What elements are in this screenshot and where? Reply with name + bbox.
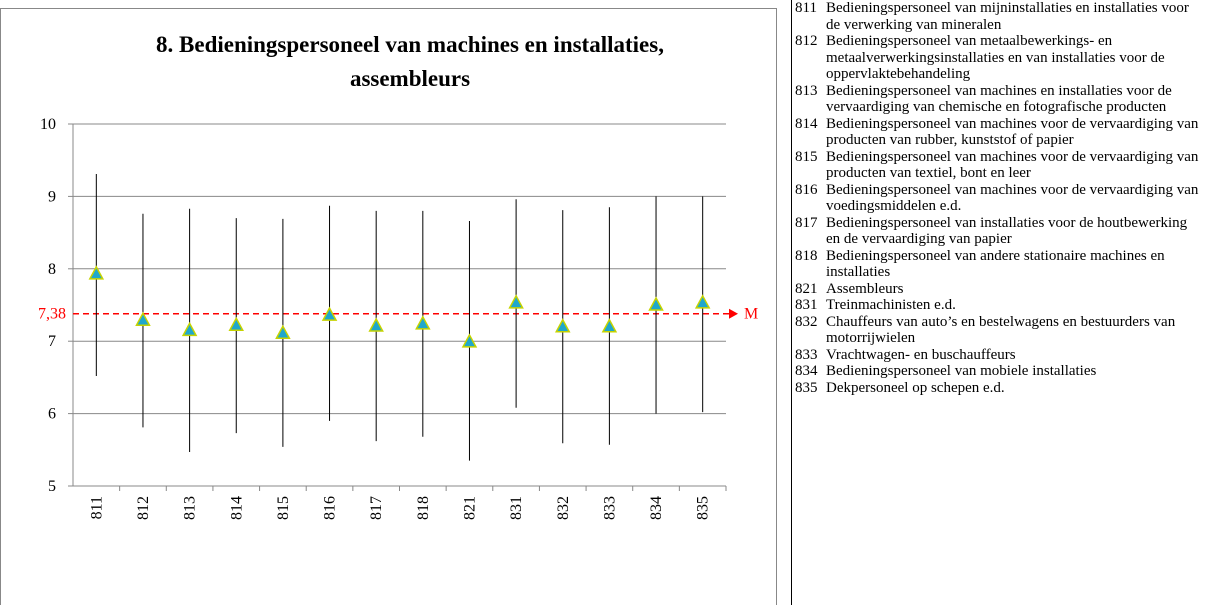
x-tick-label: 835 [695, 496, 712, 520]
legend-text: Bedieningspersoneel van metaalbewerkings… [826, 33, 1165, 82]
legend-text: Chauffeurs van auto’s en bestelwagens en… [826, 313, 1176, 347]
marker [648, 296, 664, 311]
reference-arrow [729, 308, 738, 319]
chart-frame [0, 8, 777, 605]
marker [135, 311, 151, 326]
legend-text: Bedieningspersoneel van machines voor de… [826, 181, 1199, 215]
chart-title: 8. Bedieningspersoneel van machines en i… [156, 32, 664, 91]
legend-row: 821 Assembleurs [792, 281, 1205, 298]
legend-code: 814 [795, 115, 818, 132]
legend-row: 833 Vrachtwagen- en buschauffeurs [792, 347, 1205, 364]
y-tick-label: 5 [48, 478, 56, 495]
marker [321, 306, 338, 321]
legend-text: Bedieningspersoneel van andere stationai… [826, 247, 1165, 281]
marker [88, 265, 105, 280]
legend-code: 811 [795, 0, 817, 16]
legend-row: 835 Dekpersoneel op schepen e.d. [792, 380, 1205, 397]
marker [601, 318, 618, 333]
x-tick-label: 817 [368, 496, 385, 520]
reference-name: M [744, 306, 758, 323]
legend-code: 835 [795, 379, 818, 396]
marker [461, 333, 478, 348]
legend-text: Assembleurs [826, 280, 904, 297]
legend-code: 832 [795, 313, 818, 330]
legend-text: Bedieningspersoneel van mijninstallaties… [826, 0, 1189, 33]
legend-row: 831 Treinmachinisten e.d. [792, 297, 1205, 314]
legend-text: Vrachtwagen- en buschauffeurs [826, 346, 1016, 363]
x-tick-label: 834 [648, 496, 665, 520]
legend-code: 834 [795, 363, 818, 379]
marker [368, 317, 384, 332]
legend-code: 817 [795, 214, 818, 231]
marker [694, 294, 711, 309]
legend-row: 812 Bedieningspersoneel van metaalbewerki… [792, 33, 1205, 83]
legend-text: Bedieningspersoneel van machines voor de… [826, 115, 1199, 149]
legend-code: 813 [795, 82, 818, 99]
x-tick-label: 815 [275, 496, 292, 520]
legend-row: 813 Bedieningspersoneel van machines en i… [792, 83, 1205, 116]
legend-row: 814 Bedieningspersoneel van machines voor… [792, 116, 1205, 149]
legend-text: Treinmachinisten e.d. [826, 297, 956, 313]
legend-text: Dekpersoneel op schepen e.d. [826, 379, 1005, 396]
marker [275, 324, 291, 339]
marker [181, 321, 198, 337]
legend-code: 816 [795, 181, 818, 198]
y-tick-label: 10 [40, 116, 56, 133]
legend-row: 811 Bedieningspersoneel van mijninstallat… [792, 0, 1205, 33]
marker [508, 294, 524, 309]
x-tick-label: 832 [555, 496, 572, 520]
x-tick-label: 821 [461, 496, 478, 520]
legend-row: 817 Bedieningspersoneel van installaties … [792, 215, 1205, 248]
y-tick-label: 9 [48, 188, 56, 205]
y-tick-label: 6 [48, 406, 56, 423]
chart: 5 6 7 8 9 10 811 812 813 814 815 816 817 818 821 831 832… [0, 8, 777, 605]
x-tick-label: 833 [601, 496, 618, 520]
reference-label: 7,38 [38, 306, 66, 323]
legend-code: 818 [795, 247, 818, 264]
y-tick-label: 7 [48, 333, 56, 350]
legend-row: 832 Chauffeurs van auto’s en bestelwagens… [792, 314, 1205, 347]
legend-code: 833 [795, 346, 818, 363]
y-tick-label: 8 [48, 261, 56, 278]
legend-text: Bedieningspersoneel van mobiele installa… [826, 363, 1097, 379]
legend-code: 821 [795, 280, 818, 297]
x-tick-label: 811 [88, 496, 105, 519]
marker [415, 315, 431, 330]
legend-row: 816 Bedieningspersoneel van machines voor… [792, 182, 1205, 215]
legend-row: 834 Bedieningspersoneel van mobiele insta… [792, 363, 1205, 380]
legend-code: 815 [795, 148, 818, 165]
marker [228, 316, 245, 332]
legend-table: 811 Bedieningspersoneel van mijninstallat… [791, 0, 1205, 605]
x-tick-label: 812 [135, 496, 152, 520]
legend-text: Bedieningspersoneel van machines voor de… [826, 148, 1199, 182]
legend-code: 812 [795, 33, 818, 49]
x-tick-label: 816 [322, 496, 339, 520]
legend-text: Bedieningspersoneel van machines en inst… [826, 82, 1172, 116]
marker [554, 318, 571, 333]
x-tick-label: 831 [508, 496, 525, 520]
legend-code: 831 [795, 297, 818, 313]
legend-text: Bedieningspersoneel van installaties voo… [826, 214, 1188, 248]
x-tick-label: 814 [228, 496, 245, 520]
x-tick-label: 818 [415, 496, 432, 520]
legend-row: 818 Bedieningspersoneel van andere statio… [792, 248, 1205, 281]
legend-row: 815 Bedieningspersoneel van machines voor… [792, 149, 1205, 182]
x-tick-label: 813 [182, 496, 199, 520]
